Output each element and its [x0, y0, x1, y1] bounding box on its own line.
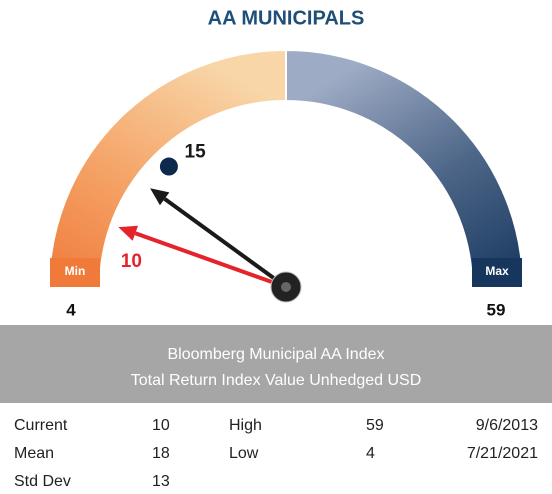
- gauge-marker: [159, 157, 178, 176]
- table-cell: 7/21/2021: [467, 445, 538, 462]
- needle-head: [118, 225, 138, 241]
- table-cell: High: [229, 417, 262, 434]
- table-cell: 4: [366, 445, 375, 462]
- max-box: [472, 258, 522, 287]
- needle-label: 10: [121, 251, 142, 272]
- table-cell: 10: [152, 417, 170, 434]
- table-cell: 18: [152, 445, 170, 462]
- panel-line: Bloomberg Municipal AA Index: [167, 346, 384, 363]
- needle-hub-center: [281, 282, 291, 292]
- panel-line: Total Return Index Value Unhedged USD: [131, 372, 422, 389]
- table-cell: Mean: [14, 445, 54, 462]
- needle-head: [150, 188, 170, 206]
- info-panel: [0, 325, 552, 403]
- min-value: 4: [66, 300, 76, 319]
- chart-title: AA MUNICIPALS: [208, 7, 365, 29]
- max-value: 59: [487, 300, 506, 319]
- min-box: [50, 258, 100, 287]
- max-label: Max: [485, 264, 509, 278]
- table-cell: Low: [229, 445, 259, 462]
- needle: [134, 231, 287, 289]
- table-cell: 13: [152, 473, 170, 490]
- needle-label: 15: [185, 141, 207, 162]
- table-cell: Current: [14, 417, 68, 434]
- min-label: Min: [65, 264, 86, 278]
- needle: [163, 197, 288, 289]
- table-cell: 59: [366, 417, 384, 434]
- table-cell: Std Dev: [14, 473, 71, 490]
- table-cell: 9/6/2013: [476, 417, 538, 434]
- gauge-high-band: [285, 48, 525, 288]
